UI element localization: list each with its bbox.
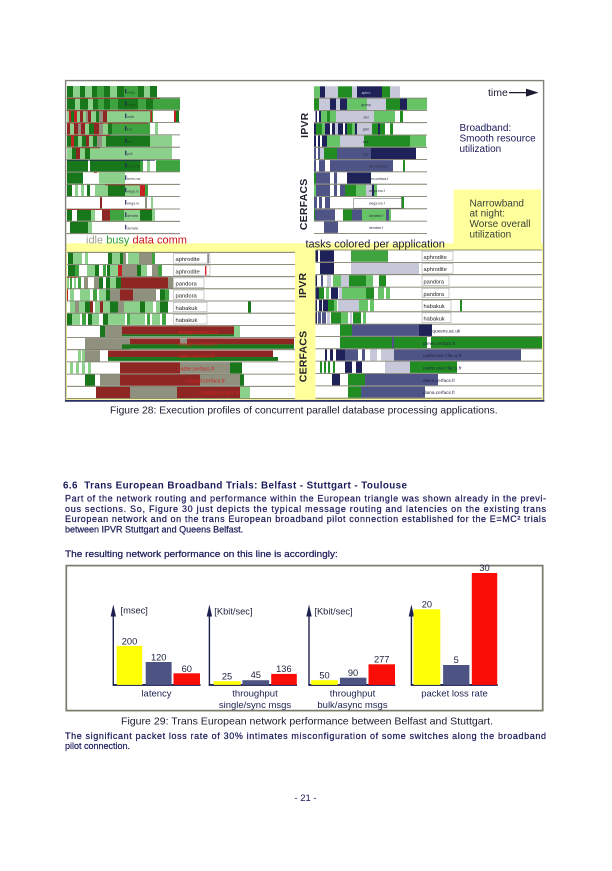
svg-text:habakuk: habakuk (176, 306, 198, 312)
svg-text:cadre.use.r.fac.s.fr: cadre.use.r.fac.s.fr (423, 353, 462, 358)
svg-text:aphrodite: aphrodite (176, 269, 200, 275)
svg-text:tasks colored per application: tasks colored per application (306, 239, 445, 251)
svg-text:slsl: slsl (364, 115, 369, 119)
svg-text:pilot connection.: pilot connection. (65, 741, 130, 751)
svg-text:throughput: throughput (232, 689, 278, 700)
svg-text:demete: demete (127, 226, 138, 230)
svg-text:cadre.cerfacs.fr: cadre.cerfacs.fr (178, 354, 215, 360)
svg-text:bw.: bw. (363, 152, 368, 156)
svg-text:wega.rus.f: wega.rus.f (369, 189, 385, 193)
svg-text:demete: demete (127, 214, 138, 218)
svg-text:chagall.cerfacs.fr: chagall.cerfacs.fr (199, 391, 239, 397)
svg-text:at night:: at night: (470, 209, 506, 220)
svg-text:between IPVR Stuttgart and Que: between IPVR Stuttgart and Queens Belfas… (65, 524, 243, 534)
svg-text:Figure 28: Execution profiles: Figure 28: Execution profiles of concurr… (110, 406, 498, 417)
svg-text:mirage.cerfacs.fr: mirage.cerfacs.fr (178, 342, 218, 348)
svg-text:irafix: irafix (127, 115, 134, 119)
svg-text:demeter.f: demeter.f (369, 226, 383, 230)
svg-text:sad.: sad. (363, 140, 369, 144)
svg-text:50: 50 (319, 670, 329, 680)
svg-text:[Kbit/sec]: [Kbit/sec] (314, 607, 352, 617)
svg-text:Worse overall: Worse overall (470, 219, 531, 230)
svg-text:Part of the network routing an: Part of the network routing and performa… (65, 493, 546, 503)
svg-text:200: 200 (122, 636, 138, 646)
svg-text:45: 45 (251, 670, 261, 680)
svg-text:- 21 -: - 21 - (294, 793, 316, 804)
svg-text:ibm.cerfacs.f: ibm.cerfacs.f (369, 165, 388, 169)
svg-text:aphrodite: aphrodite (424, 255, 447, 261)
svg-text:CERFACS: CERFACS (298, 179, 310, 231)
svg-text:habakuk: habakuk (424, 304, 445, 310)
svg-text:Narrowband: Narrowband (470, 198, 524, 209)
svg-text:pandora: pandora (176, 294, 198, 300)
svg-text:wega.ru: wega.ru (127, 189, 139, 193)
svg-text:habakuk: habakuk (176, 318, 198, 324)
svg-text:Broadband:: Broadband: (460, 123, 512, 134)
svg-text:90: 90 (348, 668, 358, 678)
svg-text:diana.cerfacs.fr: diana.cerfacs.fr (423, 390, 455, 395)
svg-text:25: 25 (222, 671, 232, 681)
svg-text:pandora: pandora (424, 280, 445, 286)
svg-text:120: 120 (151, 653, 167, 663)
svg-text:utilization: utilization (470, 229, 512, 240)
svg-text:habakuk: habakuk (424, 317, 445, 323)
svg-text:diana.cerfacs.fr: diana.cerfacs.fr (423, 378, 455, 383)
svg-text:ibm.cerfacs.f: ibm.cerfacs.f (369, 177, 388, 181)
svg-text:mirage.cerfacs.fr: mirage.cerfacs.fr (178, 330, 218, 336)
svg-text:idle busy data comm: idle busy data comm (86, 235, 187, 247)
svg-text:5: 5 (454, 655, 459, 665)
svg-text:grump: grump (361, 103, 371, 107)
svg-text:throughput: throughput (330, 689, 376, 700)
svg-text:CERFACS: CERFACS (298, 331, 310, 383)
svg-text:277: 277 (374, 654, 390, 664)
svg-text:green.cerfacs.fr: green.cerfacs.fr (423, 341, 456, 346)
svg-text:wega.ru: wega.ru (127, 202, 139, 206)
svg-text:pbm: pbm (363, 128, 370, 132)
svg-text:ac5: ac5 (127, 140, 133, 144)
svg-text:pandora: pandora (176, 282, 198, 288)
svg-text:bulk/async msgs: bulk/async msgs (317, 700, 387, 711)
svg-text:[msec]: [msec] (121, 606, 148, 616)
svg-text:ous sections. So, Figure 30 ju: ous sections. So, Figure 30 just depicts… (65, 504, 547, 514)
svg-text:aphrodite: aphrodite (176, 257, 200, 263)
svg-text:aphro: aphro (362, 91, 371, 95)
svg-text:Smooth resource: Smooth resource (460, 134, 537, 145)
svg-text:30: 30 (479, 563, 489, 573)
svg-text:chagall.cerfacs.fr: chagall.cerfacs.fr (185, 379, 225, 385)
svg-text:aphrodite: aphrodite (424, 267, 447, 273)
svg-text:The significant packet loss ra: The significant packet loss rate of 30% … (65, 731, 546, 741)
svg-text:wega: wega (127, 91, 135, 95)
svg-text:IPVR: IPVR (297, 273, 309, 299)
svg-text:The resulting network performa: The resulting network performance on thi… (65, 549, 338, 559)
svg-text:[Kbit/sec]: [Kbit/sec] (214, 607, 252, 617)
svg-text:136: 136 (276, 664, 292, 674)
svg-text:IPVR: IPVR (299, 112, 311, 138)
svg-text:wega.rus.f: wega.rus.f (369, 202, 385, 206)
svg-text:utilization: utilization (460, 144, 502, 155)
svg-text:European network and on the tr: European network and on the trans Europe… (65, 514, 547, 524)
svg-text:20: 20 (422, 599, 432, 609)
svg-text:time: time (488, 87, 508, 99)
svg-text:cadre.use.r.fac.s.fr: cadre.use.r.fac.s.fr (423, 366, 462, 371)
svg-text:herm.rus: herm.rus (127, 165, 141, 169)
svg-text:pandora: pandora (424, 292, 445, 298)
svg-text:Figure 29: Trans European netw: Figure 29: Trans European network perfor… (121, 717, 493, 728)
svg-text:60: 60 (182, 664, 192, 674)
svg-text:pc5: pc5 (127, 152, 133, 156)
svg-text:kus: kus (127, 128, 133, 132)
svg-text:wega: wega (127, 103, 135, 107)
svg-text:cadre.cerfacs.fr: cadre.cerfacs.fr (178, 366, 215, 372)
svg-text:packet loss rate: packet loss rate (421, 689, 488, 700)
svg-text:freq.queens.ac.uk: freq.queens.ac.uk (423, 329, 461, 334)
svg-text:single/sync msgs: single/sync msgs (219, 700, 292, 711)
svg-text:6.6 Trans European Broadband: 6.6 Trans European Broadband Trials: Bel… (63, 481, 408, 492)
svg-text:herm.rus: herm.rus (127, 177, 141, 181)
svg-text:latency: latency (141, 689, 171, 700)
svg-text:demeter.f: demeter.f (369, 214, 383, 218)
